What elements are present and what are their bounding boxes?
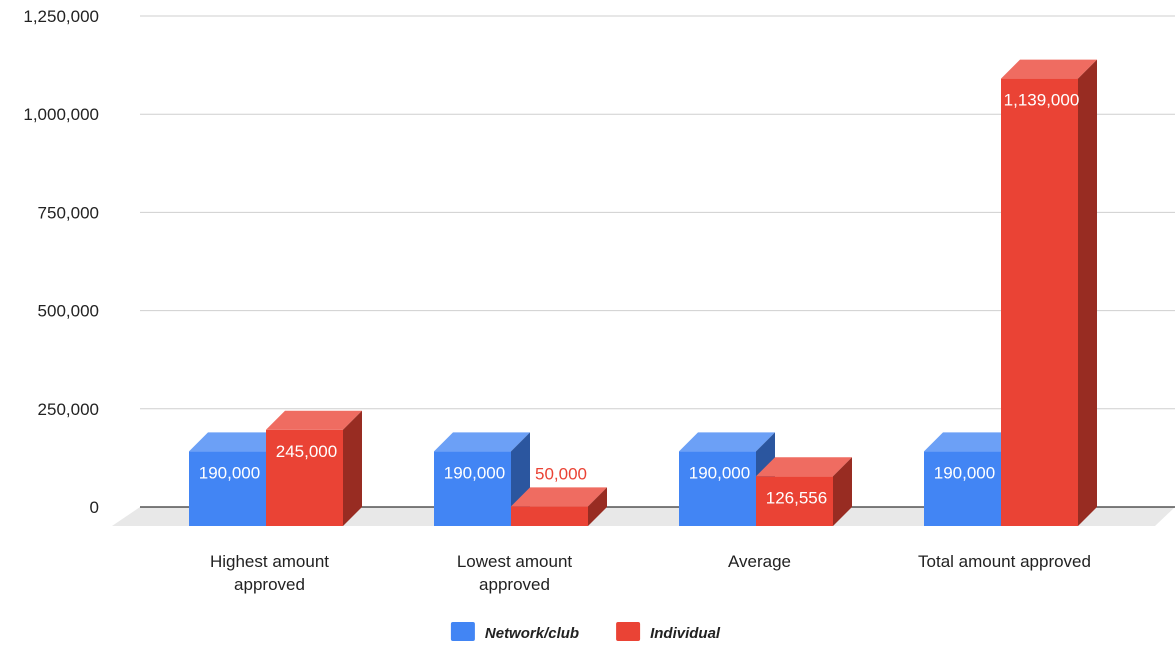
legend-swatch	[450, 622, 475, 641]
bar-front	[434, 451, 511, 526]
legend-item: Individual	[616, 622, 721, 642]
category-label: Lowest amount	[457, 552, 573, 571]
legend: Network/club Individual	[450, 622, 721, 642]
y-tick-label: 0	[90, 498, 99, 517]
y-tick-label: 750,000	[38, 203, 99, 222]
legend-swatch	[616, 622, 641, 641]
bars	[189, 59, 1097, 526]
bar-top	[1001, 59, 1097, 79]
bar-top	[434, 432, 530, 452]
bar-side	[343, 410, 362, 526]
legend-label: Individual	[650, 625, 721, 642]
bar	[511, 487, 607, 526]
category-label: approved	[479, 575, 550, 594]
bar	[1001, 59, 1097, 526]
legend-label: Network/club	[485, 625, 579, 642]
bar-top	[511, 487, 607, 507]
category-label: Total amount approved	[918, 552, 1091, 571]
bar-front	[756, 476, 833, 526]
data-label: 190,000	[444, 463, 505, 482]
bar-top	[266, 410, 362, 430]
data-label: 50,000	[535, 464, 587, 483]
category-label: Average	[728, 552, 791, 571]
bar-top	[189, 432, 285, 452]
data-label: 190,000	[199, 463, 260, 482]
y-tick-label: 500,000	[38, 302, 99, 321]
data-label: 190,000	[689, 463, 750, 482]
y-tick-label: 1,250,000	[23, 7, 99, 26]
bar	[266, 410, 362, 526]
legend-item: Network/club	[450, 622, 579, 642]
chart-floor	[112, 507, 1175, 526]
data-label: 1,139,000	[1004, 91, 1080, 110]
bar-front	[679, 451, 756, 526]
data-label: 190,000	[934, 463, 995, 482]
data-label: 245,000	[276, 442, 337, 461]
bar-top	[756, 457, 852, 477]
bar-front	[189, 451, 266, 526]
category-label: approved	[234, 575, 305, 594]
bar-side	[588, 487, 607, 526]
data-labels: 190,000 245,000 190,000 50,000 190,000 126,55…	[199, 91, 1080, 508]
bar-front	[924, 451, 1001, 526]
y-tick-label: 1,000,000	[23, 105, 99, 124]
bar-side	[833, 457, 852, 526]
bar-top	[679, 432, 775, 452]
bar-side	[1078, 59, 1097, 526]
chart-floor-plane	[112, 507, 1175, 526]
data-label: 126,556	[766, 488, 827, 507]
bar-front	[511, 506, 588, 526]
category-label: Highest amount	[210, 552, 329, 571]
x-axis-categories: Highest amount approved Lowest amount appro…	[210, 552, 1091, 594]
bar-front	[266, 429, 343, 526]
y-axis-ticks: 0 250,000 500,000 750,000 1,000,000 1,250,000	[23, 7, 99, 517]
y-tick-label: 250,000	[38, 400, 99, 419]
bar-top	[924, 432, 1020, 452]
bar-front	[1001, 78, 1078, 526]
bar	[756, 457, 852, 526]
